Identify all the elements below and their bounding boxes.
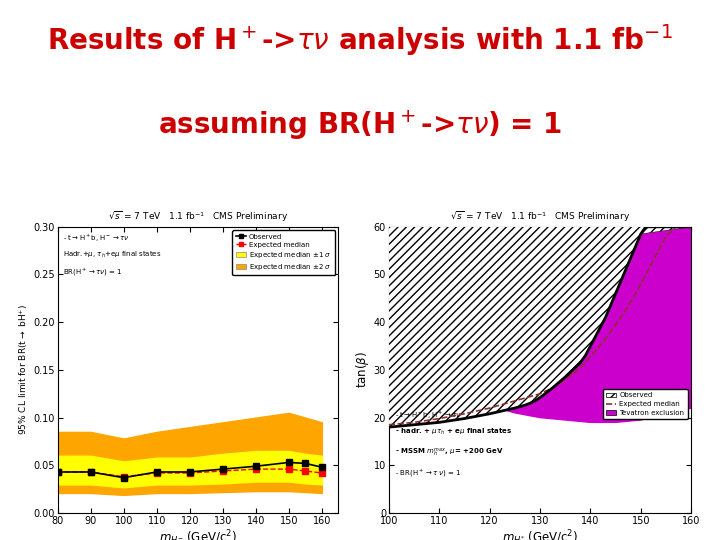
Y-axis label: 95% CL limit for BR(t$\rightarrow$ bH$^{+}$): 95% CL limit for BR(t$\rightarrow$ bH$^{… [18,305,30,435]
Y-axis label: tan($\beta$): tan($\beta$) [354,352,371,388]
Text: assuming BR(H$^+$->$\tau\nu$) = 1: assuming BR(H$^+$->$\tau\nu$) = 1 [158,108,562,142]
Text: - t$\rightarrow$H$^-$b, H$^+$$\rightarrow\tau\nu$: - t$\rightarrow$H$^-$b, H$^+$$\rightarro… [395,410,462,421]
X-axis label: $m_{H^{-}}$ (GeV/c$^2$): $m_{H^{-}}$ (GeV/c$^2$) [159,529,237,540]
Legend: Observed, Expected median, Tevatron exclusion: Observed, Expected median, Tevatron excl… [603,389,688,420]
X-axis label: $m_{H^{*}}$ (GeV/c$^2$): $m_{H^{*}}$ (GeV/c$^2$) [502,529,578,540]
Text: Hadr.+$\mu$, $\tau_h$+e$\mu$ final states: Hadr.+$\mu$, $\tau_h$+e$\mu$ final state… [63,249,162,260]
Text: - hadr. + $\mu\tau_h$ + e$\mu$ final states: - hadr. + $\mu\tau_h$ + e$\mu$ final sta… [395,427,513,437]
Polygon shape [389,227,691,427]
Text: - BR(H$^+$$\rightarrow\tau$ $\nu$) = 1: - BR(H$^+$$\rightarrow\tau$ $\nu$) = 1 [395,467,462,478]
Text: $\sqrt{s}$ = 7 TeV   1.1 fb$^{-1}$   CMS Preliminary: $\sqrt{s}$ = 7 TeV 1.1 fb$^{-1}$ CMS Pre… [108,210,288,224]
Text: Results of H$^+$->$\tau\nu$ analysis with 1.1 fb$^{-1}$: Results of H$^+$->$\tau\nu$ analysis wit… [47,22,673,57]
Text: - t$\rightarrow$H$^+$b, H$^-$$\rightarrow\tau\nu$: - t$\rightarrow$H$^+$b, H$^-$$\rightarro… [63,233,130,244]
Text: BR(H$^+$$\rightarrow\tau\nu$) = 1: BR(H$^+$$\rightarrow\tau\nu$) = 1 [63,267,122,278]
Legend: Observed, Expected median, Expected median $\pm$1 $\sigma$, Expected median $\pm: Observed, Expected median, Expected medi… [233,230,335,275]
Text: - MSSM $m_h^{max}$, $\mu$= +200 GeV: - MSSM $m_h^{max}$, $\mu$= +200 GeV [395,447,503,459]
Text: $\sqrt{s}$ = 7 TeV   1.1 fb$^{-1}$   CMS Preliminary: $\sqrt{s}$ = 7 TeV 1.1 fb$^{-1}$ CMS Pre… [450,210,630,224]
Polygon shape [389,227,691,422]
